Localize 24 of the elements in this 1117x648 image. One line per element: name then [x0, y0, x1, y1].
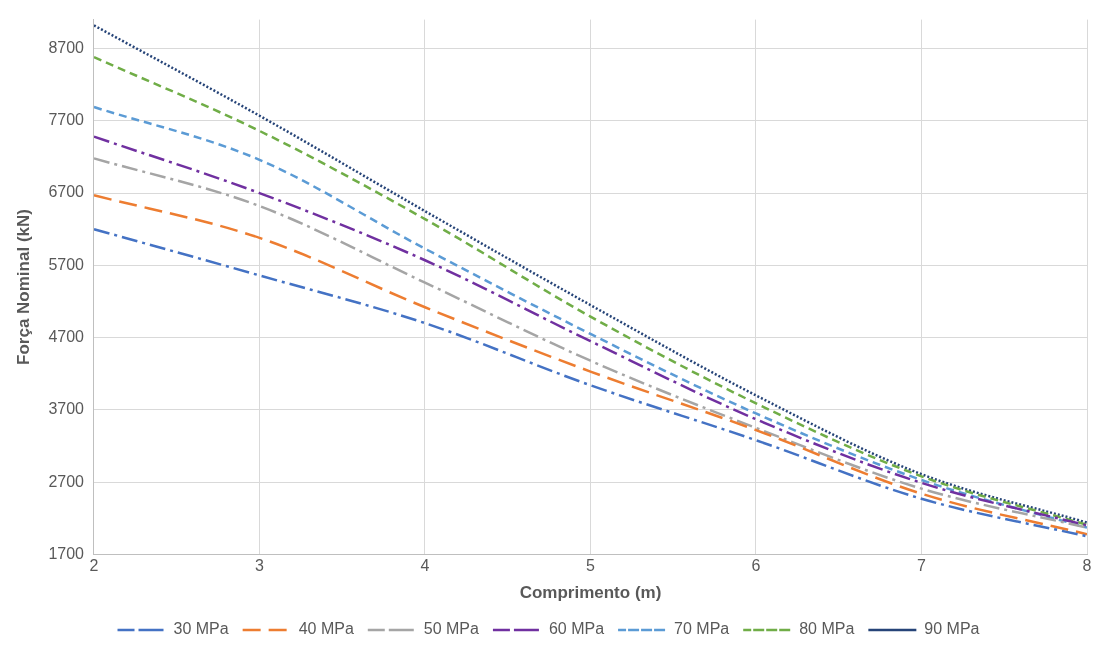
legend-label: 60 MPa — [548, 620, 605, 638]
y-axis-title: Força Nominal (kN) — [13, 209, 33, 365]
y-tick-label: 6700 — [48, 183, 85, 201]
y-tick-label: 7700 — [48, 111, 85, 129]
legend-label: 90 MPa — [924, 620, 980, 638]
x-tick-label: 8 — [1082, 557, 1092, 575]
legend-label: 80 MPa — [799, 620, 855, 638]
x-tick-label: 6 — [751, 557, 761, 575]
x-tick-label: 7 — [917, 557, 927, 575]
y-tick-label: 4700 — [48, 328, 85, 345]
x-tick-label: 2 — [89, 557, 99, 575]
x-tick-label: 4 — [420, 557, 430, 575]
legend-label: 30 MPa — [173, 620, 229, 638]
y-tick-label: 1700 — [48, 544, 85, 562]
legend-label: 50 MPa — [423, 620, 480, 638]
x-tick-label: 3 — [255, 557, 265, 575]
y-tick-label: 3700 — [48, 400, 85, 418]
y-tick-label: 5700 — [48, 255, 85, 273]
legend-label: 70 MPa — [674, 620, 730, 638]
y-tick-label: 8700 — [48, 38, 85, 56]
y-tick-label: 2700 — [48, 472, 85, 490]
x-tick-label: 5 — [586, 557, 596, 575]
legend-label: 40 MPa — [298, 620, 354, 638]
x-axis-title: Comprimento (m) — [519, 583, 662, 603]
